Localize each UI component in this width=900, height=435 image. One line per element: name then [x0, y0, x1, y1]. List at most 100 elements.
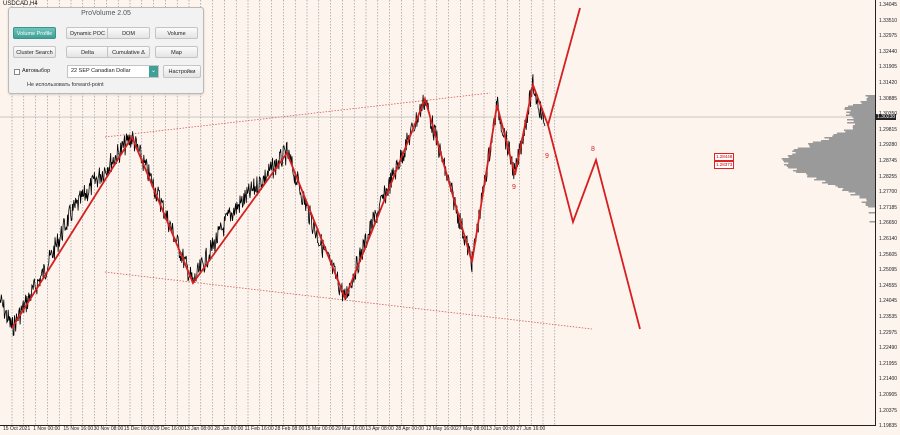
volume-profile-bar — [866, 198, 875, 200]
volume-profile-bar — [807, 143, 875, 145]
time-tick: 15 Nov 16:00 — [63, 426, 94, 432]
chevron-down-icon[interactable]: ⌄ — [149, 66, 158, 77]
volume-profile-bar — [853, 117, 875, 119]
channel-lower-line — [104, 271, 593, 330]
price-scale[interactable]: 1.34045 1.33510 1.32975 1.32440 1.31905 1.314… — [876, 0, 900, 429]
volume-profile-bar — [844, 107, 875, 109]
volume-profile-bar — [865, 203, 875, 205]
volume-profile-bar — [861, 201, 875, 203]
volume-profile-button[interactable]: Volume Profile — [13, 27, 56, 39]
volume-profile-bar — [843, 129, 875, 131]
volume-profile-bar — [787, 155, 875, 157]
dynamic-poc-button[interactable]: Dynamic POC — [66, 27, 109, 39]
price-tick: 1.20375 — [879, 407, 898, 414]
volume-button[interactable]: Volume — [155, 27, 198, 39]
time-tick: 13 Apr 08:00 — [365, 426, 394, 432]
symbol-label: USDCAD,H4 — [3, 1, 38, 7]
volume-profile-bar — [827, 183, 875, 185]
volume-profile-bar — [847, 122, 875, 124]
autoselect-label: Автовыбор — [22, 68, 51, 74]
price-chart[interactable] — [0, 0, 875, 425]
volume-profile-bar — [844, 108, 875, 110]
volume-profile-bar — [850, 194, 875, 196]
instrument-select[interactable]: 22 SEP Canadian Dollar ⌄ — [67, 65, 159, 78]
volume-profile-bar — [809, 146, 875, 148]
volume-profile-bar — [865, 95, 875, 97]
volume-profile-bar — [836, 132, 875, 134]
price-tick: 1.19835 — [879, 423, 898, 430]
level-tag: 1.28448 — [714, 153, 735, 161]
price-tick: 1.26650 — [879, 220, 898, 227]
volume-profile-bar — [866, 98, 875, 100]
price-tick: 1.23535 — [879, 314, 898, 320]
volume-profile-bar — [868, 212, 875, 214]
volume-profile-bar — [807, 174, 875, 176]
volume-profile-bar — [854, 123, 875, 125]
time-tick: 15 Oct 2021 — [3, 426, 31, 432]
volume-profile-bar — [859, 197, 875, 199]
time-tick: 28 Feb 08:00 — [274, 426, 305, 432]
level-tag: 1.28373 — [714, 161, 735, 169]
volume-profile-bar — [843, 188, 875, 190]
price-tick: 1.26140 — [879, 236, 898, 242]
volume-profile-bar — [788, 162, 875, 164]
volume-profile-bar — [869, 221, 875, 223]
price-tick: 1.24045 — [879, 298, 898, 305]
volume-profile-bar — [793, 170, 875, 172]
volume-profile-bar — [848, 191, 875, 193]
wave-label: 8 — [591, 146, 595, 153]
time-tick: 27 May 08:00 — [456, 426, 487, 432]
price-tick: 1.30885 — [879, 95, 898, 102]
wave-label: 9 — [545, 153, 549, 160]
time-tick: 28 Apr 00:00 — [395, 426, 424, 432]
map-button[interactable]: Map — [155, 46, 198, 58]
time-tick: 27 Jun 16:00 — [516, 426, 546, 432]
wave-projection — [547, 124, 641, 330]
volume-profile-bar — [828, 138, 875, 140]
volume-profile-bar — [859, 195, 875, 197]
delta-button[interactable]: Delta — [66, 46, 109, 58]
settings-button[interactable]: Настройки — [163, 65, 201, 78]
time-tick: 15 Mar 00:00 — [305, 426, 335, 432]
volume-profile-bar — [812, 141, 875, 143]
wave-label: 9 — [512, 184, 516, 191]
volume-profile-bar — [835, 185, 875, 187]
volume-profile-bar — [792, 153, 875, 155]
price-tick: 1.32440 — [879, 48, 898, 55]
volume-profile-bar — [853, 120, 875, 122]
time-tick: 13 Jan 08:00 — [184, 426, 214, 432]
volume-profile-bar — [806, 173, 875, 175]
autoselect-checkbox[interactable] — [14, 69, 20, 75]
volume-profile-bar — [824, 137, 875, 139]
price-tick: 1.25605 — [879, 251, 898, 258]
price-tick: 1.22975 — [879, 329, 898, 336]
price-tick: 1.28255 — [879, 173, 898, 180]
time-tick: 12 May 16:00 — [425, 426, 457, 432]
volume-profile-bar — [807, 176, 875, 178]
time-scale[interactable]: 15 Oct 2021 1 Nov 00:00 15 Nov 16:00 30 Nov… — [0, 426, 875, 435]
cumulative-delta-button[interactable]: Cumulative Δ — [107, 46, 150, 58]
volume-profile-bar — [846, 111, 875, 113]
time-tick: 29 Mar 16:00 — [335, 426, 365, 432]
price-tick: 1.31905 — [879, 64, 898, 71]
volume-profile-bar — [784, 164, 875, 166]
volume-profile-bar — [796, 171, 875, 173]
volume-profile-bar — [849, 113, 875, 115]
cluster-search-button[interactable]: Cluster Search — [13, 46, 56, 58]
volume-profile-bar — [860, 101, 875, 103]
volume-profile-bar — [833, 134, 875, 136]
time-tick: 11 Feb 16:00 — [244, 426, 274, 432]
volume-profile-bar — [847, 119, 875, 121]
dom-button[interactable]: DOM — [107, 27, 150, 39]
chart-area[interactable]: USDCAD,H4 9 9 8 1.28448 1.28373 ProVolum… — [0, 0, 876, 426]
volume-profile-bar — [865, 204, 875, 206]
time-tick: 30 Nov 08:00 — [93, 426, 124, 432]
volume-profile-bar — [795, 152, 875, 154]
price-tick: 1.29815 — [879, 126, 898, 133]
volume-profile-bar — [816, 177, 875, 179]
price-tick: 1.21955 — [879, 360, 898, 367]
volume-profile-bar — [788, 167, 875, 169]
volume-profile-bar — [850, 110, 875, 112]
panel-title: ProVolume 2.05 — [81, 10, 131, 17]
time-tick: 15 Dec 00:00 — [123, 426, 154, 432]
